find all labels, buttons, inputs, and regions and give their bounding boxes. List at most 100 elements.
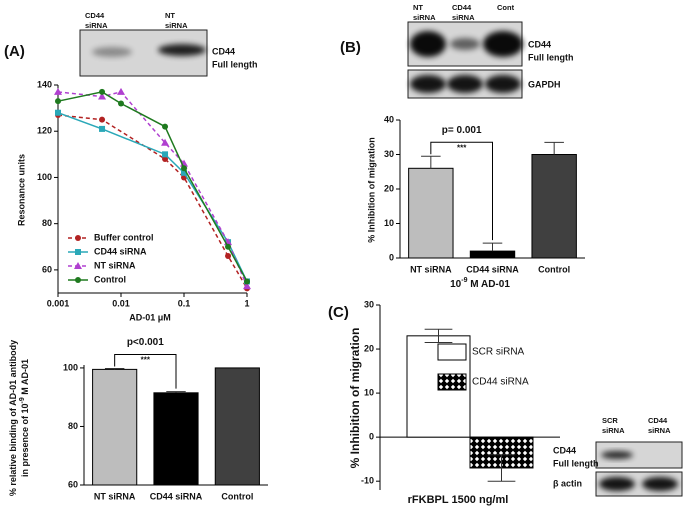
y-tick-label: 30 (384, 149, 394, 159)
y-tick-label: 140 (37, 79, 52, 89)
y-tick-label: 10 (384, 218, 394, 228)
legend-marker (75, 249, 81, 255)
marker (162, 155, 169, 162)
axis-label: AD-01 μM (129, 312, 171, 322)
y-tick-label: 40 (384, 114, 394, 124)
blot-band (410, 75, 446, 93)
y-tick-label: 0 (389, 252, 394, 262)
panel-label: (C) (328, 304, 349, 321)
superscript: -9 (19, 397, 26, 403)
axis-label: % Inhibition of migration (366, 137, 376, 243)
blot-band (599, 477, 635, 491)
axis-label: % Inhibition of migration (348, 328, 362, 469)
axis-label: Resonance units (16, 154, 26, 226)
axis-label: rFKBPL 1500 ng/ml (408, 494, 509, 506)
label-part: % relative binding of AD-01 antibody (8, 340, 18, 496)
x-tick-label: Control (538, 264, 570, 274)
label-part: M AD-01 (467, 279, 510, 290)
marker (162, 151, 169, 158)
marker (181, 169, 187, 176)
blot-band (642, 477, 678, 491)
y-tick-label: 80 (68, 421, 78, 431)
marker (54, 87, 62, 95)
marker (117, 87, 125, 95)
marker (225, 253, 232, 260)
row-label: GAPDH (528, 79, 561, 89)
bar (153, 392, 199, 486)
marker (162, 123, 169, 130)
marker (98, 92, 107, 100)
axis-label: % relative binding of AD-01 antibody (8, 340, 18, 496)
lane-label: siRNA (85, 21, 108, 30)
marker (99, 116, 106, 123)
marker (99, 125, 106, 132)
legend-label: SCR siRNA (472, 347, 525, 358)
line (57, 91, 248, 282)
legend-marker (74, 262, 82, 269)
legend-label: Control (94, 274, 126, 284)
lane-label: NT (165, 11, 175, 20)
blot-band (410, 31, 446, 57)
bar (92, 368, 138, 486)
line (57, 91, 248, 287)
lane-label: siRNA (648, 426, 671, 435)
line (57, 114, 248, 289)
bar (214, 367, 260, 486)
legend-label: CD44 siRNA (94, 246, 147, 256)
marker (243, 282, 251, 290)
marker (55, 98, 61, 105)
lane-label: siRNA (602, 426, 625, 435)
legend-label: NT siRNA (94, 260, 136, 270)
row-label: Full length (553, 458, 599, 468)
blot-band (485, 75, 521, 93)
lane-label: CD44 (648, 416, 668, 425)
x-tick-label: NT siRNA (410, 264, 452, 274)
bar (469, 250, 516, 259)
row-label: CD44 (553, 445, 576, 455)
lane-label: SCR (602, 416, 618, 425)
y-tick-label: 20 (384, 183, 394, 193)
x-tick-label: 0.001 (47, 298, 70, 308)
legend-marker (75, 277, 81, 283)
y-tick-label: 100 (63, 362, 78, 372)
bar (531, 154, 577, 259)
legend-swatch (437, 373, 467, 391)
axis-label: 10-9 M AD-01 (450, 277, 510, 289)
x-tick-label: CD44 siRNA (466, 264, 519, 274)
y-tick-label: 10 (364, 387, 374, 397)
marker (118, 100, 124, 107)
marker (161, 138, 170, 146)
y-tick-label: 0 (369, 432, 374, 442)
y-tick-label: 80 (42, 218, 52, 228)
marker (55, 109, 61, 116)
x-tick-label: NT siRNA (94, 491, 136, 501)
y-tick-label: 60 (42, 264, 52, 274)
significance-bracket (430, 141, 493, 241)
lane-label: NT (413, 3, 423, 12)
x-tick-label: CD44 siRNA (150, 491, 203, 501)
significance-stars: *** (457, 143, 467, 152)
marker (244, 278, 250, 285)
axis-label: in presence of 10-9 M AD-01 (19, 359, 30, 477)
x-tick-label: 0.01 (112, 298, 130, 308)
legend-marker (75, 235, 81, 241)
marker (225, 243, 232, 250)
blot-band (450, 38, 480, 50)
lane-label: siRNA (165, 21, 188, 30)
row-label: Full length (528, 52, 574, 62)
blot-band (92, 47, 132, 57)
lane-label: siRNA (452, 13, 475, 22)
p-value: p= 0.001 (442, 125, 482, 136)
marker (99, 88, 106, 95)
blot-band (158, 44, 206, 56)
lane-label: CD44 (452, 3, 472, 12)
label-part: in presence of 10 (20, 403, 30, 477)
x-tick-label: 1 (244, 298, 249, 308)
blot-band (601, 451, 633, 459)
row-label: Full length (212, 59, 258, 69)
lane-label: CD44 (85, 11, 105, 20)
superscript: -9 (461, 277, 467, 284)
lane-label: Cont (497, 3, 515, 12)
significance-bracket (114, 354, 177, 389)
